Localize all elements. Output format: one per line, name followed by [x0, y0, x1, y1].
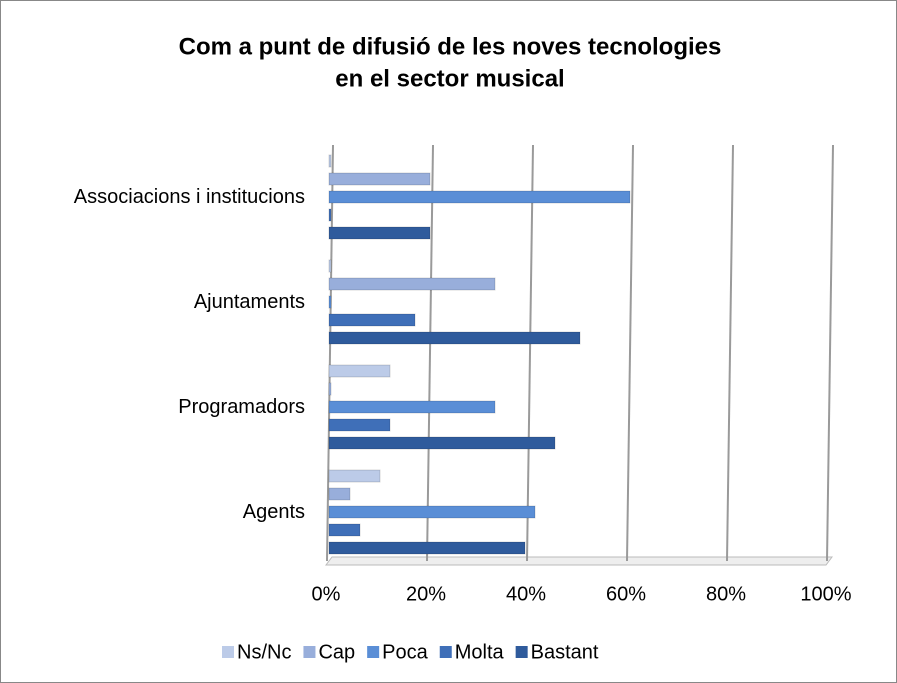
legend-label: Cap: [318, 641, 355, 663]
bar: [328, 295, 332, 309]
bar: [328, 277, 496, 291]
x-tick-label: 20%: [406, 583, 446, 605]
y-tick-label: Associacions i institucions: [74, 186, 305, 208]
bar: [328, 154, 332, 168]
legend-swatch: [439, 646, 452, 658]
grid-line: [326, 144, 334, 562]
bar: [328, 259, 332, 273]
bar: [328, 331, 581, 345]
bar: [328, 172, 431, 186]
chart-title: Com a punt de difusió de les noves tecno…: [179, 33, 722, 60]
bar: [328, 418, 391, 432]
legend-swatch: [515, 646, 528, 658]
x-tick-label: 100%: [800, 583, 851, 605]
legend-swatch: [222, 646, 234, 658]
bar: [328, 523, 361, 537]
grid-line: [526, 144, 534, 562]
y-tick-label: Ajuntaments: [194, 291, 305, 313]
bar: [328, 226, 431, 240]
grid-line: [726, 144, 734, 562]
legend-swatch: [303, 646, 316, 658]
bar: [328, 313, 416, 327]
grid-line: [626, 144, 634, 562]
legend-label: Ns/Nc: [237, 641, 291, 663]
legend-swatch: [367, 646, 380, 658]
x-tick-label: 0%: [312, 583, 341, 605]
x-tick-label: 60%: [606, 583, 646, 605]
bar: [328, 487, 351, 501]
legend-label: Poca: [382, 641, 428, 663]
bar: [328, 382, 332, 396]
bar: [328, 190, 631, 204]
legend-label: Bastant: [531, 641, 599, 663]
x-tick-label: 80%: [706, 583, 746, 605]
x-tick-label: 40%: [506, 583, 546, 605]
bar: [328, 400, 496, 414]
bar: [328, 541, 526, 555]
bar: [328, 505, 536, 519]
floor: [325, 556, 833, 566]
grid-line: [426, 144, 434, 562]
y-tick-label: Agents: [243, 501, 305, 523]
bar: [328, 364, 391, 378]
grid-line: [826, 144, 834, 562]
y-tick-label: Programadors: [178, 396, 305, 418]
bar: [328, 436, 556, 450]
chart-title: en el sector musical: [335, 65, 564, 92]
bar: [328, 469, 381, 483]
legend-label: Molta: [455, 641, 505, 663]
bar: [328, 208, 332, 222]
